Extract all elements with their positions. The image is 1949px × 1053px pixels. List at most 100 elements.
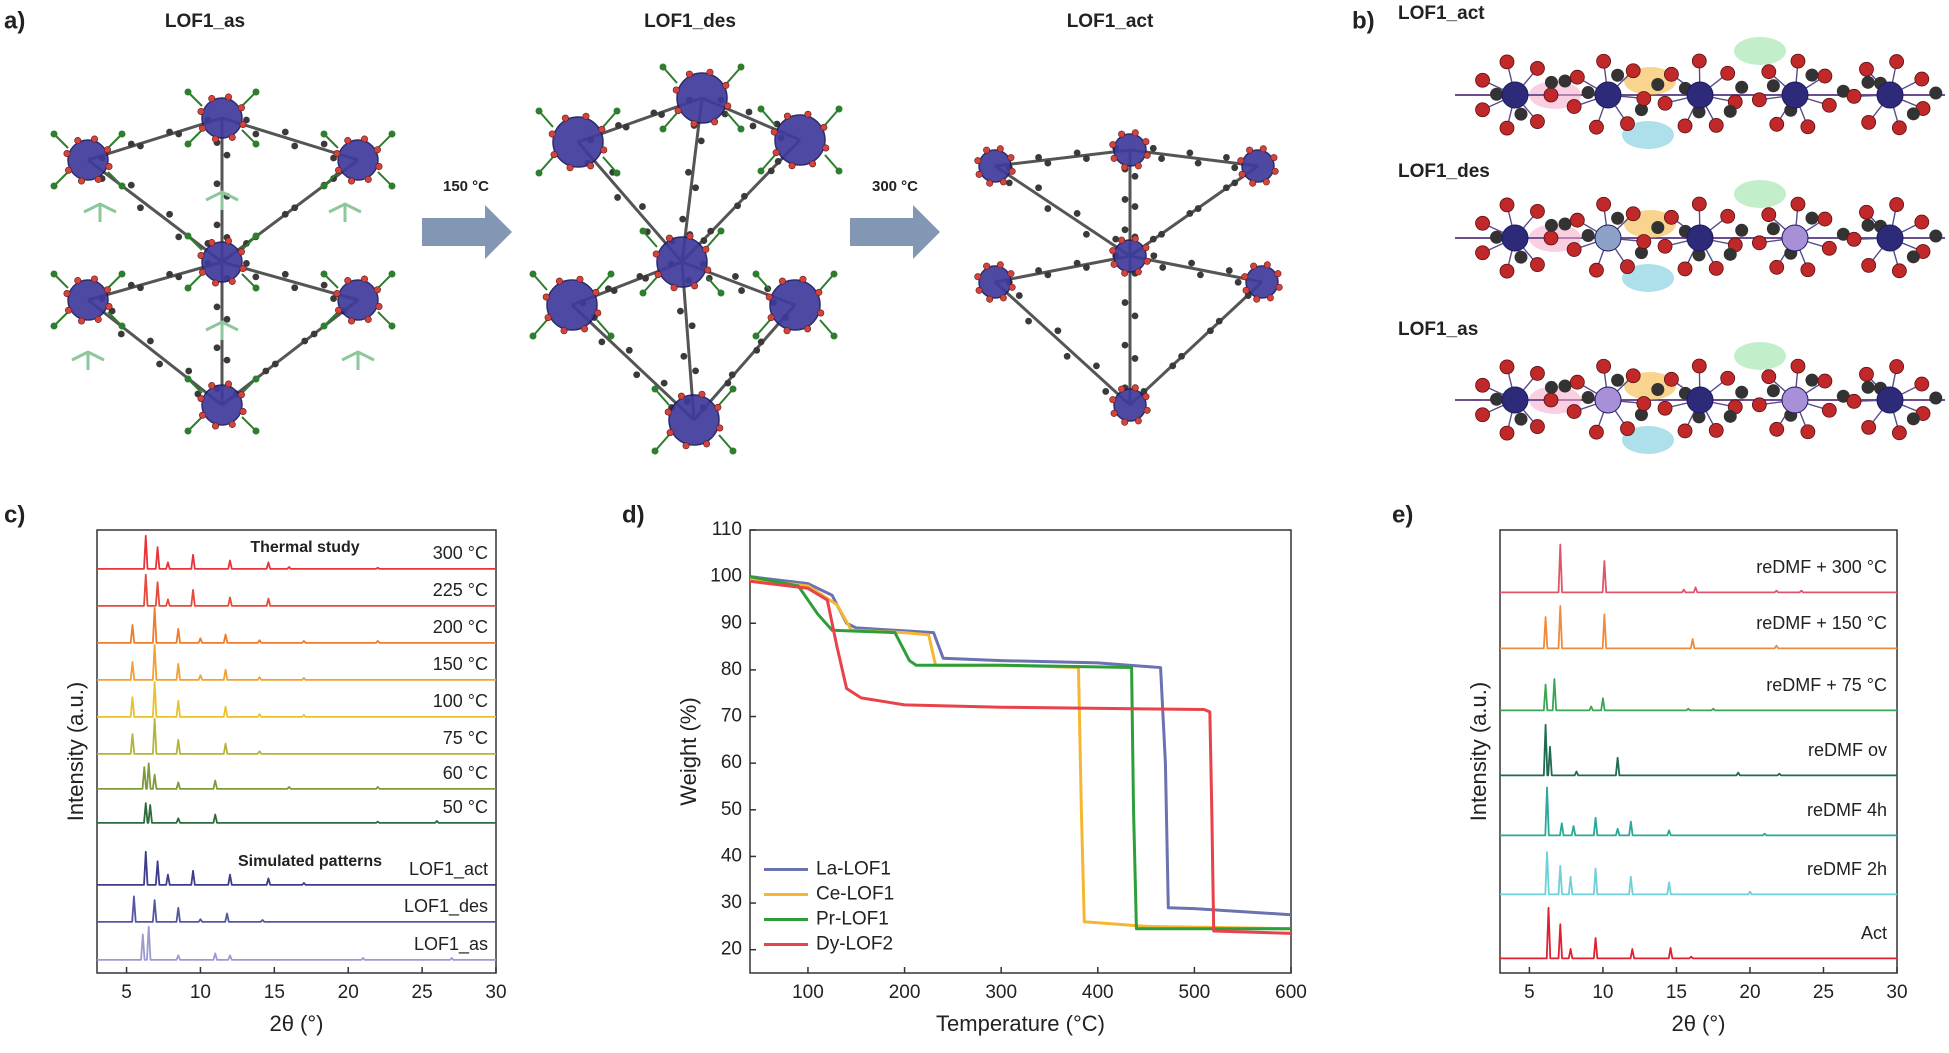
carbon: [281, 270, 289, 278]
x-axis-title: 2θ (°): [1671, 1011, 1725, 1036]
carbon: [1723, 247, 1737, 261]
carbon: [679, 215, 687, 223]
oxygen: [1769, 259, 1785, 275]
carbon: [223, 151, 231, 159]
solvent-atom: [252, 427, 260, 435]
series-line: [97, 802, 496, 824]
oxygen: [1596, 358, 1612, 374]
carbon: [1093, 362, 1100, 370]
solvent-atom: [835, 105, 843, 113]
metal-node: [1113, 133, 1147, 167]
oxygen: [1475, 245, 1490, 261]
carbon: [598, 338, 606, 346]
solvent: [532, 319, 548, 337]
solvent-atom: [388, 130, 396, 138]
oxygen: [1821, 97, 1837, 113]
carbon: [1178, 352, 1185, 360]
carbon: [1149, 235, 1157, 243]
metal-node: [1501, 81, 1529, 109]
oxygen: [1142, 393, 1150, 401]
oxygen: [1636, 91, 1652, 106]
solvent: [706, 276, 722, 294]
solvent-atom: [607, 332, 615, 340]
carbon: [243, 260, 250, 267]
oxygen: [1891, 120, 1907, 136]
carbon: [1054, 327, 1062, 335]
solvent: [824, 154, 840, 172]
oxygen: [1751, 235, 1767, 251]
carbon: [223, 315, 231, 323]
oxygen: [1499, 263, 1515, 279]
linker: [680, 261, 696, 421]
oxygen: [652, 250, 660, 258]
oxygen: [1118, 385, 1126, 393]
carbon: [1063, 352, 1071, 360]
structure-title: LOF1_act: [1398, 3, 1485, 24]
highlight: [1734, 180, 1786, 208]
panel-label: b): [1352, 7, 1375, 34]
linker: [1129, 164, 1259, 258]
oxygen: [1720, 370, 1736, 386]
carbon: [650, 109, 658, 117]
oxygen: [225, 237, 233, 245]
x-tick-label: 200: [889, 982, 921, 1003]
oxygen: [1859, 204, 1874, 220]
series-line: [749, 575, 1291, 931]
oxygen: [598, 125, 606, 133]
structure-title: LOF1_act: [1067, 11, 1154, 32]
oxygen: [1121, 163, 1129, 171]
oxygen: [996, 145, 1004, 153]
carbon: [1805, 68, 1819, 82]
carbon: [1692, 410, 1706, 424]
oxygen: [91, 275, 99, 283]
linker: [994, 148, 1131, 168]
series-line: [97, 681, 496, 718]
oxygen: [722, 81, 730, 89]
carbon: [749, 122, 757, 130]
oxygen: [361, 275, 369, 283]
oxygen: [1821, 402, 1837, 418]
metal-node: [774, 114, 826, 166]
oxygen: [1007, 154, 1015, 162]
solvent-atom: [388, 270, 396, 278]
guest-molecule: [328, 202, 362, 222]
oxygen: [1118, 130, 1126, 138]
oxygen: [1142, 244, 1150, 252]
carbon: [262, 367, 270, 375]
oxygen: [1657, 238, 1673, 254]
y-tick-label: 80: [721, 659, 742, 680]
oxygen: [1677, 261, 1693, 277]
oxygen: [1914, 214, 1930, 230]
metal-node: [546, 279, 598, 331]
oxygen: [1664, 66, 1679, 82]
oxygen: [1134, 162, 1142, 170]
oxygen: [983, 146, 991, 154]
oxygen: [1246, 146, 1254, 154]
oxygen: [594, 309, 602, 317]
carbon: [1651, 220, 1665, 234]
guest-molecule: [341, 350, 375, 370]
oxygen: [1636, 396, 1652, 411]
panel-label: e): [1392, 501, 1413, 528]
oxygen: [702, 245, 710, 253]
axis-frame: [749, 529, 1292, 974]
series-line: [97, 762, 496, 790]
carbon: [1634, 246, 1648, 260]
solvent-atom: [535, 107, 543, 115]
oxygen: [91, 135, 99, 143]
solvent-atom: [729, 385, 737, 393]
metal-node: [67, 279, 109, 321]
oxygen: [1241, 273, 1249, 281]
oxygen: [1007, 270, 1015, 278]
guest-molecule: [205, 190, 239, 210]
linker: [993, 280, 1132, 407]
solvent: [642, 276, 658, 294]
carbon: [1558, 217, 1572, 231]
oxygen: [1530, 114, 1545, 129]
carbon: [1044, 205, 1052, 212]
oxygen: [1110, 409, 1118, 417]
oxygen: [347, 177, 355, 185]
oxygen: [105, 303, 113, 311]
series-label: 75 °C: [443, 728, 488, 748]
